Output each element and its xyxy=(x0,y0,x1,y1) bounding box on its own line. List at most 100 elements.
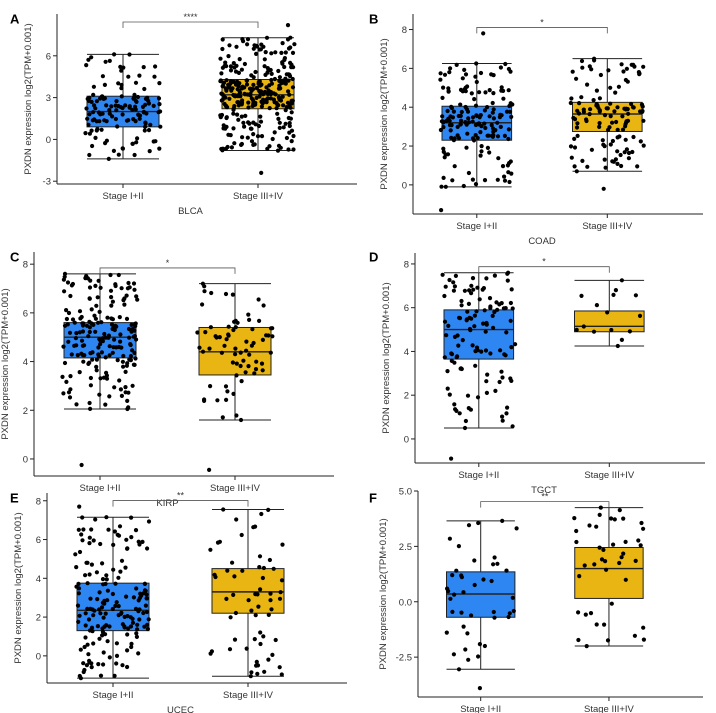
data-point xyxy=(502,178,508,183)
data-point xyxy=(277,78,282,83)
data-point xyxy=(69,352,74,357)
data-point xyxy=(585,164,590,169)
data-point xyxy=(80,329,86,334)
data-point xyxy=(456,343,461,348)
box-stage-iii-iv xyxy=(208,507,285,679)
data-point xyxy=(491,325,496,330)
data-point xyxy=(475,135,480,141)
data-point xyxy=(574,76,579,81)
data-point xyxy=(449,105,454,111)
data-point xyxy=(495,120,500,125)
data-point xyxy=(244,348,249,353)
data-point xyxy=(261,303,266,308)
data-point xyxy=(270,652,275,658)
data-point xyxy=(83,623,88,628)
data-point xyxy=(120,663,125,668)
data-point xyxy=(605,310,610,315)
data-point xyxy=(195,330,200,335)
data-point xyxy=(98,611,103,616)
data-point xyxy=(575,133,580,138)
data-point xyxy=(264,333,269,338)
data-point xyxy=(229,145,234,150)
data-point xyxy=(88,375,93,381)
data-point xyxy=(626,156,632,161)
data-point xyxy=(477,90,482,95)
data-point xyxy=(89,307,94,312)
data-point xyxy=(444,630,449,635)
data-point xyxy=(145,626,150,632)
data-point xyxy=(78,647,83,652)
data-point xyxy=(135,622,140,627)
data-point xyxy=(443,152,448,157)
data-point xyxy=(629,101,634,107)
data-point xyxy=(491,129,496,134)
data-point xyxy=(460,76,465,81)
data-point xyxy=(471,287,476,292)
data-point xyxy=(146,617,151,622)
data-point xyxy=(491,73,496,78)
data-point xyxy=(230,292,235,297)
data-point xyxy=(472,558,477,563)
data-point xyxy=(232,104,237,109)
data-point xyxy=(279,578,285,583)
data-point xyxy=(221,123,226,128)
data-point xyxy=(234,413,239,418)
data-point xyxy=(248,91,253,96)
data-point xyxy=(157,81,162,86)
data-point xyxy=(594,303,600,308)
data-point xyxy=(115,358,120,363)
data-point xyxy=(120,112,125,117)
data-point xyxy=(454,568,459,573)
data-point xyxy=(291,65,296,70)
data-point xyxy=(627,329,633,334)
data-point xyxy=(276,143,282,148)
x-tick-label: Stage III+IV xyxy=(582,221,633,232)
data-point xyxy=(251,132,256,137)
data-point xyxy=(137,116,142,121)
data-point xyxy=(66,310,72,316)
data-point xyxy=(256,123,261,129)
data-point xyxy=(440,95,445,100)
data-point xyxy=(74,331,79,336)
data-point xyxy=(273,50,278,55)
data-point xyxy=(615,343,620,349)
data-point xyxy=(119,82,124,88)
data-point xyxy=(110,299,115,304)
data-point xyxy=(479,124,484,129)
data-point xyxy=(237,88,242,93)
data-point xyxy=(269,51,274,56)
data-point xyxy=(447,123,453,128)
data-point xyxy=(145,546,150,551)
data-point xyxy=(466,657,471,662)
y-tick-label: 0 xyxy=(404,434,409,445)
data-point xyxy=(275,148,281,153)
data-point xyxy=(249,96,254,101)
data-point xyxy=(638,543,643,548)
data-point xyxy=(246,598,251,603)
y-tick-label: 3 xyxy=(46,93,51,104)
data-point xyxy=(220,84,225,89)
data-point xyxy=(500,375,505,380)
data-point xyxy=(257,79,262,84)
data-point xyxy=(125,648,130,653)
significance-bracket: * xyxy=(476,17,608,34)
data-point xyxy=(131,281,137,286)
data-point xyxy=(490,313,495,318)
data-point xyxy=(474,79,479,85)
data-point xyxy=(486,133,491,138)
data-point xyxy=(451,109,456,114)
data-point xyxy=(255,663,261,668)
data-point xyxy=(232,574,237,579)
data-point xyxy=(116,81,121,86)
data-point xyxy=(266,88,271,93)
data-point xyxy=(232,65,237,70)
box-stage-iii-iv xyxy=(574,278,645,349)
data-point xyxy=(619,278,625,283)
data-point xyxy=(76,619,81,625)
data-point xyxy=(477,642,482,647)
data-point xyxy=(103,355,108,360)
x-axis-title: KIRP xyxy=(156,498,178,509)
data-point xyxy=(90,143,95,149)
data-point xyxy=(463,418,468,424)
data-point xyxy=(478,130,483,135)
